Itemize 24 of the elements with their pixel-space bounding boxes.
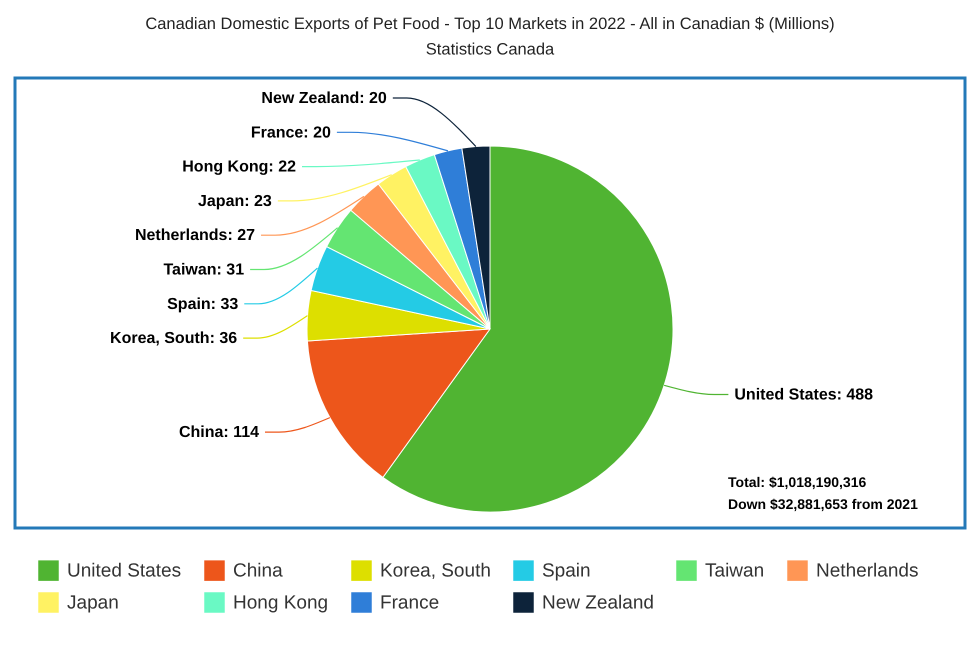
data-label: China: 114 — [178, 424, 260, 442]
legend-label: Hong Kong — [233, 592, 328, 614]
chart-subtitle: Statistics Canada — [426, 40, 556, 58]
data-label: Hong Kong: 22 — [182, 158, 296, 176]
data-label: Japan: 23 — [198, 192, 272, 210]
legend-label: Japan — [67, 592, 119, 614]
legend-label: Netherlands — [816, 560, 918, 582]
data-label: Netherlands: 27 — [134, 227, 256, 244]
data-label: Taiwan: 31 — [163, 262, 244, 278]
legend-label: Korea, South — [380, 560, 491, 582]
legend-label: New Zealand — [542, 592, 654, 614]
data-label: Korea, South: 36 — [110, 330, 238, 348]
legend-label: Taiwan — [705, 560, 764, 582]
text: Total: $1,018,190,316 — [728, 474, 866, 490]
data-label: New Zealand: 20 — [261, 90, 387, 107]
chart-title: Canadian Domestic Exports of Pet Food - Top 10 Markets in 2022 - All in Canadian $ (Millions) — [145, 15, 835, 33]
data-label: France: 20 — [250, 124, 331, 142]
legend-label: United States — [67, 560, 182, 582]
data-label: Spain: 33 — [167, 296, 238, 313]
legend-label: China — [233, 560, 284, 582]
legend-label: Spain — [542, 560, 591, 582]
data-label: United States: 488 — [734, 386, 874, 404]
text: Down $32,881,653 from 2021 — [728, 496, 918, 512]
legend-label: France — [380, 592, 440, 614]
